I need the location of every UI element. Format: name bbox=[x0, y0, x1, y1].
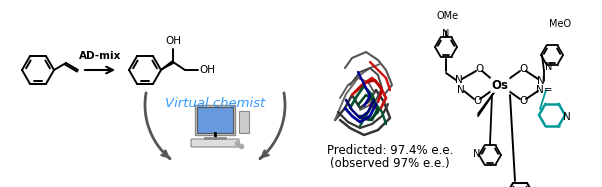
Text: MeO: MeO bbox=[549, 19, 571, 29]
Text: OH: OH bbox=[165, 36, 181, 46]
Text: (observed 97% e.e.): (observed 97% e.e.) bbox=[330, 157, 450, 171]
Text: Predicted: 97.4% e.e.: Predicted: 97.4% e.e. bbox=[327, 143, 453, 157]
Text: Os: Os bbox=[491, 79, 509, 91]
FancyBboxPatch shape bbox=[239, 111, 249, 133]
Text: N: N bbox=[563, 112, 571, 122]
Text: N: N bbox=[455, 75, 463, 85]
Text: N: N bbox=[473, 149, 480, 159]
Text: OMe: OMe bbox=[437, 11, 459, 21]
Polygon shape bbox=[161, 61, 173, 70]
Text: OH: OH bbox=[199, 65, 215, 75]
Text: O: O bbox=[473, 96, 481, 106]
Text: N: N bbox=[442, 29, 450, 39]
Text: Virtual chemist: Virtual chemist bbox=[165, 97, 265, 110]
Text: O: O bbox=[475, 64, 483, 74]
Text: N: N bbox=[545, 62, 553, 72]
FancyBboxPatch shape bbox=[195, 105, 235, 135]
Text: AD-mix: AD-mix bbox=[79, 51, 121, 61]
Text: N: N bbox=[457, 85, 465, 95]
Text: N: N bbox=[537, 76, 545, 86]
Text: O: O bbox=[519, 96, 527, 106]
FancyBboxPatch shape bbox=[197, 107, 233, 133]
FancyBboxPatch shape bbox=[191, 139, 239, 147]
Text: N=: N= bbox=[536, 85, 552, 95]
Text: O: O bbox=[519, 64, 527, 74]
